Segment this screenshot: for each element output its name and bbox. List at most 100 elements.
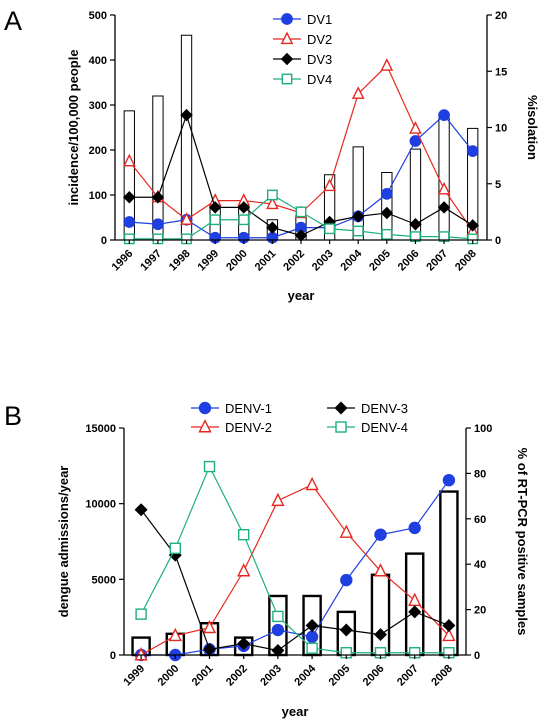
dv2-point-2006: [409, 121, 422, 134]
legend-marker-denv-2: [198, 419, 212, 433]
y2-axis-title: %isolation: [525, 95, 540, 160]
denv-1-point-2005: [340, 573, 353, 587]
right-tick-label: 20: [495, 10, 507, 22]
legend-label-dv4: DV4: [307, 72, 332, 87]
x-tick-label-2003: 2003: [310, 248, 336, 274]
dv3-point-1998: [180, 108, 193, 122]
dv1-point-2005: [380, 187, 393, 200]
denv-4-point-2002: [237, 528, 250, 541]
dv4-point-1999: [209, 214, 221, 226]
denv-4-point-2004: [306, 642, 318, 654]
dv4-point-2000: [238, 214, 250, 226]
dv3-point-2000: [237, 201, 250, 214]
y-axis-title: dengue admissions/year: [56, 466, 71, 618]
denv-3-point-2002: [237, 637, 251, 651]
denv-2-point-2008: [442, 627, 456, 642]
dv3-point-1997: [151, 191, 165, 204]
legend-marker-dv4: [281, 73, 293, 85]
right-tick-label: 80: [474, 468, 486, 480]
legend-label-dv1: DV1: [307, 12, 332, 27]
right-tick-label: 10: [495, 123, 507, 135]
left-tick-label: 500: [89, 10, 107, 22]
left-tick-label: 400: [89, 55, 107, 67]
x-tick-label-1998: 1998: [167, 248, 193, 274]
denv-2-point-2007: [408, 592, 422, 606]
x-tick-label-1997: 1997: [138, 248, 164, 274]
denv-2-point-1999: [134, 647, 148, 661]
dv4-point-2001: [266, 189, 278, 201]
denv-4-point-1999: [135, 608, 147, 620]
panel-b-letter: B: [4, 401, 22, 431]
denv-1-line: [141, 479, 450, 656]
legend-marker-denv-1: [198, 401, 212, 415]
x-tick-label-2007: 2007: [395, 663, 421, 689]
x-tick-label-2006: 2006: [361, 663, 387, 689]
denv-4-point-2003: [272, 610, 284, 623]
denv-1-point-2007: [408, 521, 421, 535]
x-axis-title: year: [282, 704, 309, 719]
chart-a: 0 100 200 300 400 500 0 5 10 15 20 1996 1997 1998 1999…: [66, 10, 540, 303]
denv-2-point-2000: [168, 627, 182, 642]
legend-marker-denv-4: [335, 421, 347, 433]
denv-1-point-2003: [271, 623, 285, 637]
left-tick-label: 0: [110, 650, 116, 662]
legend-label-denv-4: DENV-4: [361, 420, 408, 435]
legend-label-denv-3: DENV-3: [361, 401, 408, 416]
denv-1-point-2008: [442, 474, 456, 487]
dv2-point-1998: [180, 212, 193, 225]
dv3-point-2008: [466, 219, 479, 232]
dv2-point-2001: [266, 196, 279, 210]
x-tick-label-2004: 2004: [339, 247, 365, 273]
bar-2007: [438, 118, 450, 241]
x-tick-label-1999: 1999: [121, 663, 147, 689]
x-tick-label-2004: 2004: [292, 662, 318, 688]
denv-3-point-2008: [442, 619, 456, 632]
left-tick-label: 10000: [85, 499, 116, 511]
legend-marker-denv-3: [334, 401, 348, 415]
x-tick-label-2003: 2003: [258, 663, 284, 689]
right-tick-label: 0: [495, 235, 501, 247]
x-axis-title: year: [288, 288, 315, 303]
denv-3-point-2006: [374, 628, 387, 642]
dv4-point-2005: [381, 228, 393, 240]
dv4-point-2002: [295, 206, 307, 218]
left-tick-label: 0: [101, 235, 107, 247]
left-tick-label: 200: [89, 145, 107, 157]
legend-marker-dv3: [280, 52, 294, 66]
dv2-point-2005: [380, 58, 394, 71]
dv3-point-1999: [208, 201, 222, 214]
denv-3-point-1999: [134, 503, 148, 517]
denv-3-point-2007: [408, 605, 422, 619]
denv-3-point-2005: [339, 623, 353, 637]
dv1-point-1997: [152, 218, 164, 231]
denv-2-point-2006: [373, 563, 388, 577]
denv-3-line: [140, 509, 450, 652]
dv2-point-2007: [437, 181, 451, 195]
legend-label-denv-2: DENV-2: [225, 420, 272, 435]
denv-2-line: [140, 483, 450, 656]
denv-2-point-2001: [202, 619, 217, 634]
x-tick-label-2000: 2000: [224, 248, 250, 274]
x-tick-label-2002: 2002: [281, 248, 307, 274]
dv1-point-2008: [466, 145, 479, 158]
x-tick-label-2000: 2000: [156, 663, 182, 689]
y2-axis-title: % of RT-PCR positive samples: [515, 448, 530, 636]
denv-2-point-2005: [339, 524, 353, 538]
denv-4-point-2001: [203, 460, 216, 473]
dv4-point-2003: [324, 223, 336, 235]
x-tick-label-2008: 2008: [453, 248, 479, 274]
denv-2-point-2002: [237, 563, 251, 577]
legend-marker-dv2: [280, 31, 294, 45]
dv2-point-1996: [122, 153, 136, 167]
denv-1-point-2006: [374, 528, 387, 541]
denv-2-point-2003: [271, 492, 285, 507]
right-tick-label: 15: [495, 66, 507, 78]
right-tick-label: 40: [474, 559, 486, 571]
right-tick-label: 60: [474, 514, 486, 526]
panel-a-letter: A: [4, 6, 22, 36]
dv2-point-2004: [351, 86, 365, 99]
x-tick-label-2001: 2001: [190, 663, 216, 689]
right-tick-label: 0: [474, 650, 480, 662]
left-tick-label: 300: [89, 100, 107, 112]
